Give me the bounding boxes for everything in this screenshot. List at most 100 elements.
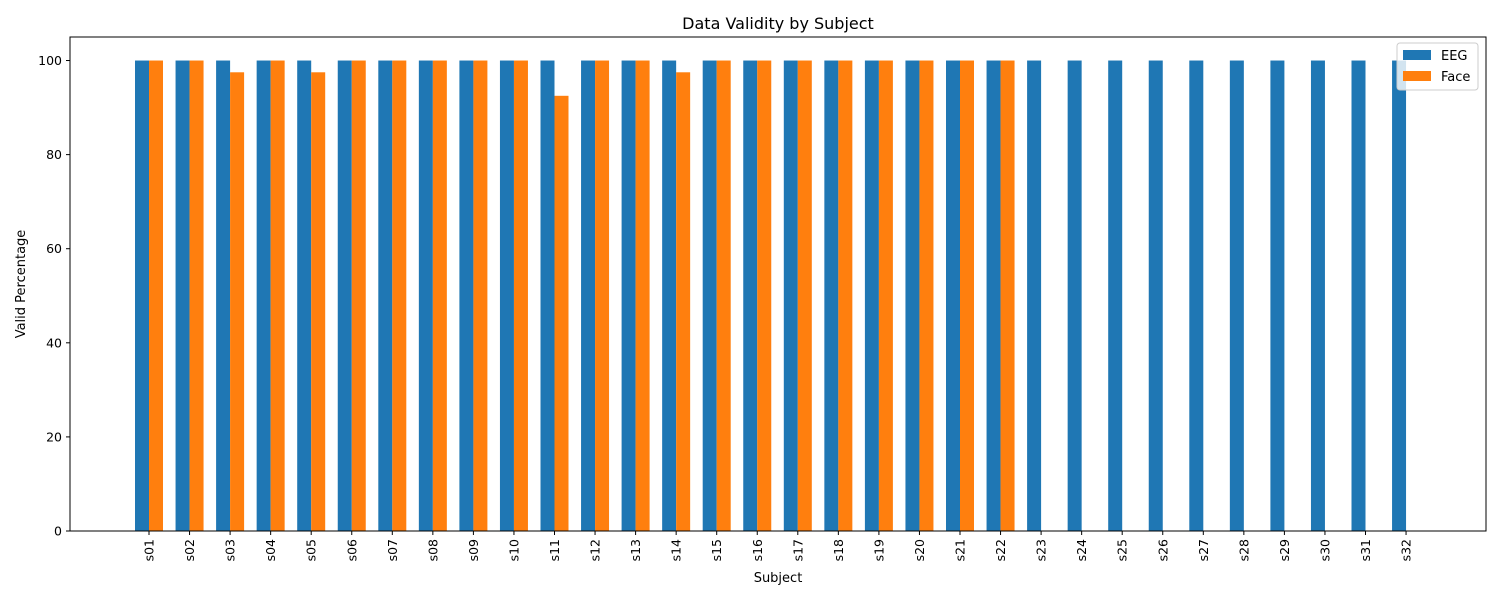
bar-eeg-s23 [1027,60,1042,532]
x-tick-label: s07 [385,539,400,561]
x-tick-label: s24 [1074,539,1089,561]
chart-title: Data Validity by Subject [682,14,874,33]
y-tick-label: 0 [54,524,62,539]
legend-label-eeg: EEG [1441,49,1468,64]
bar-face-s14 [676,72,691,532]
legend-swatch-face [1403,71,1431,81]
x-tick-label: s32 [1399,539,1414,561]
bar-eeg-s04 [256,60,271,532]
x-tick-label: s29 [1277,539,1292,561]
y-axis-label: Valid Percentage [14,230,29,339]
x-tick-label: s12 [588,539,603,561]
bar-eeg-s21 [946,60,960,532]
x-tick-label: s27 [1196,539,1211,561]
bar-face-s08 [432,60,447,532]
bar-face-s21 [960,60,974,532]
bar-face-s05 [311,72,326,532]
bar-eeg-s26 [1148,60,1163,532]
bar-face-s17 [797,60,812,532]
x-tick-label: s02 [182,539,197,561]
bar-face-s09 [473,60,488,532]
x-tick-label: s21 [953,539,968,561]
x-tick-label: s31 [1358,539,1373,561]
bar-face-s10 [513,60,528,532]
x-tick-label: s14 [669,539,684,561]
bar-face-s18 [838,60,853,532]
bar-eeg-s29 [1270,60,1285,532]
x-tick-label: s22 [993,539,1008,561]
bar-eeg-s11 [540,60,555,532]
bar-eeg-s10 [499,60,514,532]
bar-face-s13 [635,60,650,532]
bars-group [135,60,1407,532]
x-tick-label: s15 [709,539,724,561]
x-axis: s01 s02 s03 s04 s05 s06 s07 s08 s09 s10 s11 s12 s13 s… [142,531,1414,561]
y-tick-label: 20 [46,429,62,444]
bar-eeg-s16 [743,60,758,532]
x-tick-label: s26 [1155,539,1170,561]
x-tick-label: s04 [263,539,278,561]
legend-label-face: Face [1441,70,1470,85]
bar-face-s12 [595,60,610,532]
bar-face-s03 [230,72,245,532]
x-tick-label: s06 [344,539,359,561]
bar-eeg-s02 [175,60,190,532]
bar-face-s02 [189,60,204,532]
x-tick-label: s17 [790,539,805,561]
x-tick-label: s18 [831,539,846,561]
bar-eeg-s15 [702,60,717,532]
bar-face-s01 [149,60,163,532]
bar-eeg-s17 [783,60,798,532]
bar-eeg-s08 [418,60,433,532]
bar-eeg-s12 [581,60,596,532]
bar-eeg-s07 [378,60,393,532]
bar-eeg-s22 [986,60,1001,532]
bar-eeg-s19 [864,60,879,532]
legend-swatch-eeg [1403,50,1431,60]
x-tick-label: s08 [425,539,440,561]
bar-eeg-s09 [459,60,474,532]
x-tick-label: s11 [547,539,562,561]
bar-face-s11 [554,95,569,532]
x-tick-label: s23 [1034,539,1049,561]
bar-eeg-s13 [621,60,636,532]
bar-eeg-s14 [662,60,677,532]
bar-eeg-s28 [1229,60,1244,532]
x-tick-label: s30 [1317,539,1332,561]
y-tick-label: 60 [46,241,62,256]
bar-eeg-s25 [1108,60,1123,532]
bar-eeg-s20 [905,60,920,532]
y-tick-label: 40 [46,335,62,350]
x-tick-label: s19 [871,539,886,561]
x-axis-label: Subject [754,571,803,586]
bar-eeg-s27 [1189,60,1204,532]
x-tick-label: s10 [506,539,521,561]
bar-face-s20 [919,60,934,532]
bar-face-s15 [716,60,731,532]
y-axis: 0 20 40 60 80 100 [38,53,70,539]
x-tick-label: s13 [628,539,643,561]
y-tick-label: 100 [38,53,62,68]
bar-face-s16 [757,60,772,532]
bar-eeg-s30 [1310,60,1325,532]
bar-eeg-s06 [337,60,352,532]
x-tick-label: s25 [1115,539,1130,561]
bar-eeg-s05 [297,60,312,532]
bar-eeg-s24 [1067,60,1082,532]
bar-face-s19 [878,60,893,532]
plot-frame [69,36,1487,532]
x-tick-label: s09 [466,539,481,561]
x-tick-label: s01 [142,539,157,561]
bar-face-s22 [1000,60,1015,532]
bar-face-s04 [270,60,285,532]
bar-eeg-s03 [216,60,231,532]
bar-eeg-s18 [824,60,839,532]
x-tick-label: s20 [912,539,927,561]
bar-eeg-s01 [135,60,149,532]
x-tick-label: s28 [1236,539,1251,561]
x-tick-label: s16 [750,539,765,561]
bar-face-s07 [392,60,407,532]
legend: EEG Face [1396,42,1479,91]
x-tick-label: s03 [223,539,238,561]
